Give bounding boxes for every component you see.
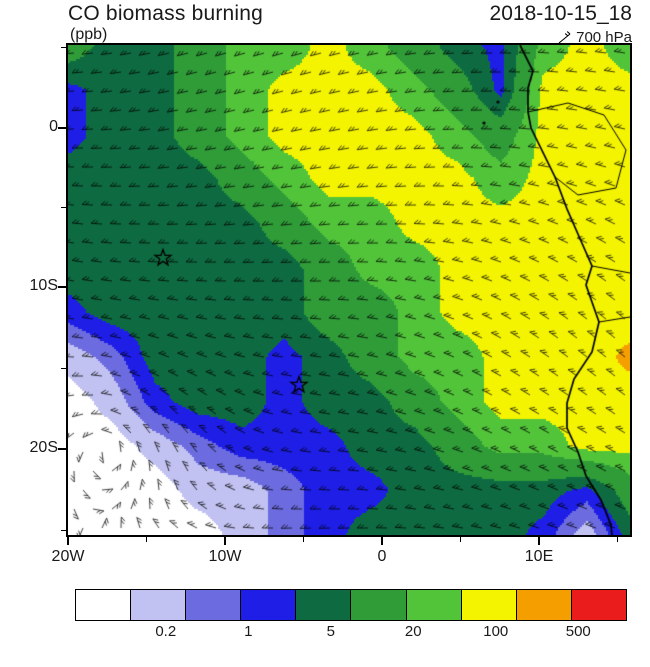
plot-title: CO biomass burning: [68, 2, 264, 25]
colorbar-labels: 0.2 1 5 20 100 500: [75, 621, 625, 643]
x-axis-tick: [67, 537, 69, 545]
colorbar-label: 0.2: [155, 623, 177, 640]
x-axis-label: 0: [377, 548, 387, 565]
colorbar-cell: [461, 590, 517, 620]
y-axis-label: 10S: [29, 277, 58, 294]
y-axis-minor-tick: [61, 207, 66, 208]
colorbar-cell: [406, 590, 462, 620]
y-axis-label: 0: [49, 118, 58, 135]
colorbar-cell: [516, 590, 572, 620]
colorbar-cell: [351, 590, 407, 620]
colorbar-label: 20: [404, 623, 422, 640]
wind-barb-icon: [558, 30, 571, 43]
y-axis-minor-tick: [61, 367, 66, 369]
y-axis-tick: [58, 127, 66, 129]
y-axis-minor-tick: [61, 529, 66, 531]
units-label: (ppb): [70, 26, 108, 43]
x-axis-minor-tick: [303, 537, 304, 542]
pressure-level-row: 700 hPa: [557, 29, 632, 46]
x-axis-minor-tick: [460, 537, 461, 542]
x-axis-tick: [538, 537, 540, 545]
colorbar-cell: [131, 590, 187, 620]
y-axis-tick: [58, 448, 66, 450]
y-axis-tick: [58, 286, 66, 288]
colorbar: [75, 589, 627, 621]
y-axis-label: 20S: [29, 439, 58, 456]
pressure-level-label: 700 hPa: [576, 29, 632, 46]
colorbar-label: 100: [483, 623, 509, 640]
colorbar-label: 5: [326, 623, 335, 640]
x-axis-tick: [381, 537, 383, 545]
x-axis-label: 10W: [208, 548, 242, 565]
x-axis-minor-tick: [617, 537, 618, 542]
x-axis-label: 10E: [524, 548, 554, 565]
colorbar-label: 500: [565, 623, 591, 640]
colorbar-label: 1: [244, 623, 253, 640]
contour-map-canvas: [68, 45, 630, 535]
x-axis-label: 20W: [51, 548, 85, 565]
colorbar-cell: [571, 590, 626, 620]
y-axis-minor-tick: [61, 47, 66, 48]
x-axis-minor-tick: [146, 537, 147, 542]
valid-datetime: 2018-10-15_18: [489, 2, 632, 25]
colorbar-cell: [76, 590, 132, 620]
colorbar-cell: [296, 590, 352, 620]
map-frame: [66, 43, 632, 537]
colorbar-cell: [241, 590, 297, 620]
x-axis-tick: [224, 537, 226, 545]
colorbar-cell: [186, 590, 242, 620]
